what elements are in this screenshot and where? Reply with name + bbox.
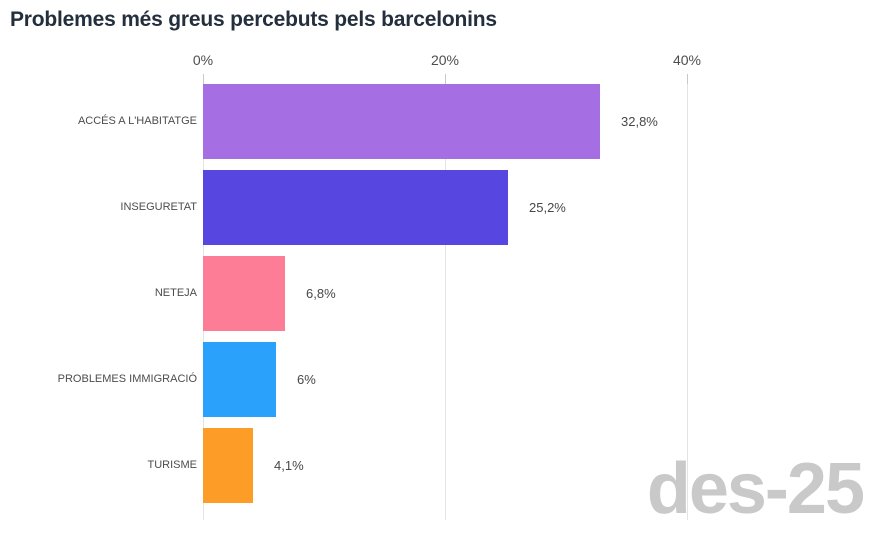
category-label: PROBLEMES IMMIGRACIÓ: [57, 373, 197, 385]
value-label: 32,8%: [621, 114, 658, 129]
x-tick-label: 0%: [192, 52, 214, 68]
category-label: ACCÉS A L'HABITATGE: [77, 115, 197, 127]
chart-title: Problemes més greus percebuts pels barce…: [10, 8, 497, 31]
gridline-40pct: [687, 84, 688, 520]
watermark-date-label: des-25: [646, 449, 865, 529]
category-label: NETEJA: [154, 287, 197, 299]
bar-1: [203, 170, 508, 245]
value-label: 25,2%: [529, 200, 566, 215]
bar-3: [203, 342, 276, 417]
gridline-20pct: [445, 84, 446, 520]
bar-4: [203, 428, 253, 503]
tick-mark-40pct: [687, 74, 688, 84]
x-tick-label: 20%: [430, 52, 460, 68]
category-label: TURISME: [147, 459, 198, 471]
tick-mark-0pct: [203, 74, 204, 84]
value-label: 6,8%: [306, 286, 336, 301]
x-tick-label: 40%: [672, 52, 702, 68]
tick-mark-20pct: [445, 74, 446, 84]
category-label: INSEGURETAT: [120, 201, 197, 213]
value-label: 4,1%: [274, 458, 304, 473]
bar-0: [203, 84, 600, 159]
bar-2: [203, 256, 285, 331]
value-label: 6%: [297, 372, 316, 387]
